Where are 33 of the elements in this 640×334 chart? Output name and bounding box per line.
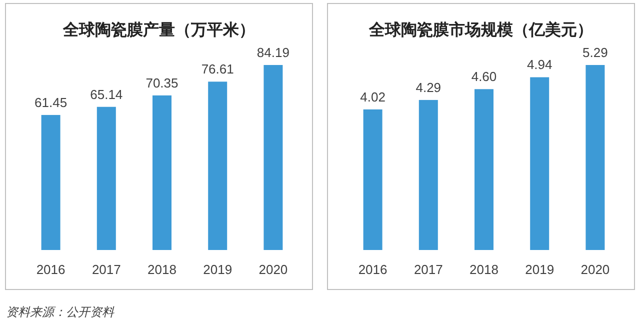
data-label: 4.94 bbox=[526, 57, 552, 72]
x-tick-label: 2016 bbox=[358, 262, 388, 277]
x-tick-label: 2017 bbox=[414, 262, 443, 277]
data-label: 61.45 bbox=[34, 94, 68, 110]
bar bbox=[586, 65, 605, 250]
data-label: 4.02 bbox=[360, 89, 386, 104]
chart-title: 全球陶瓷膜产量（万平米） bbox=[62, 21, 255, 39]
data-label: 76.61 bbox=[201, 62, 234, 77]
bar bbox=[152, 95, 172, 250]
data-label: 4.29 bbox=[416, 80, 442, 95]
x-tick-label: 2019 bbox=[203, 262, 232, 277]
chart-title: 全球陶瓷膜市场规模（亿美元） bbox=[368, 20, 593, 39]
x-tick-label: 2017 bbox=[92, 262, 121, 277]
bar bbox=[264, 65, 283, 250]
x-tick-label: 2019 bbox=[525, 262, 554, 277]
bar bbox=[474, 89, 494, 250]
x-tick-label: 2016 bbox=[36, 262, 66, 277]
data-label: 65.14 bbox=[90, 86, 123, 102]
bar bbox=[208, 82, 228, 250]
x-tick-label: 2020 bbox=[258, 262, 288, 277]
text: 资料来源：公开资料 bbox=[6, 304, 114, 321]
data-label: 4.60 bbox=[471, 69, 497, 84]
x-tick-label: 2018 bbox=[148, 262, 176, 277]
bar bbox=[530, 77, 550, 250]
bar bbox=[418, 100, 438, 250]
data-label: 84.19 bbox=[256, 45, 290, 60]
data-label: 5.29 bbox=[582, 45, 608, 60]
bar bbox=[41, 114, 60, 250]
x-tick-label: 2018 bbox=[470, 262, 498, 277]
data-label: 70.35 bbox=[146, 75, 178, 90]
bar bbox=[96, 106, 116, 250]
x-tick-label: 2020 bbox=[580, 262, 610, 277]
bar bbox=[363, 109, 382, 250]
